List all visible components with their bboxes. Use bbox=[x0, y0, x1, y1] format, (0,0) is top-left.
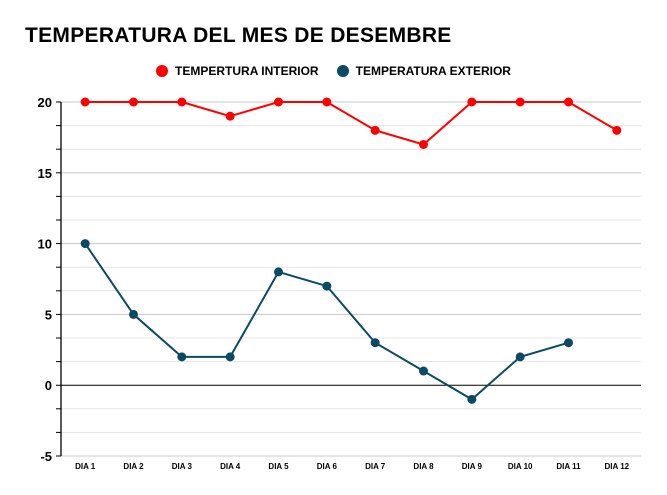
data-point-interior bbox=[129, 97, 138, 107]
y-tick-label: 10 bbox=[38, 237, 52, 252]
x-tick-label: DIA 2 bbox=[123, 462, 144, 471]
data-point-exterior bbox=[370, 338, 380, 348]
legend-marker-exterior bbox=[336, 65, 349, 77]
data-point-interior bbox=[419, 139, 428, 149]
data-point-interior bbox=[564, 97, 573, 107]
data-point-interior bbox=[225, 111, 235, 121]
data-point-interior bbox=[467, 97, 477, 107]
data-point-interior bbox=[515, 97, 525, 107]
x-tick-label: DIA 7 bbox=[365, 462, 386, 471]
legend-item-interior[interactable]: TEMPERTURA INTERIOR bbox=[156, 64, 319, 78]
data-point-exterior bbox=[515, 352, 525, 362]
data-point-interior bbox=[370, 125, 380, 135]
x-tick-label: DIA 11 bbox=[556, 462, 581, 471]
data-point-exterior bbox=[322, 281, 332, 291]
x-tick-label: DIA 1 bbox=[75, 462, 96, 471]
legend-label-exterior: TEMPERATURA EXTERIOR bbox=[355, 64, 511, 78]
x-tick-label: DIA 12 bbox=[605, 462, 630, 471]
x-tick-label: DIA 8 bbox=[413, 462, 434, 471]
series-line-interior bbox=[85, 101, 618, 146]
data-point-exterior bbox=[419, 366, 428, 376]
data-point-exterior bbox=[177, 352, 187, 362]
x-tick-label: DIA 6 bbox=[317, 462, 338, 471]
x-tick-label: DIA 5 bbox=[268, 462, 289, 471]
y-tick-label: -5 bbox=[40, 449, 52, 464]
data-point-exterior bbox=[274, 267, 283, 277]
y-tick-label: 20 bbox=[38, 95, 52, 110]
data-point-exterior bbox=[129, 309, 138, 319]
x-tick-label: DIA 9 bbox=[462, 462, 483, 471]
x-tick-label: DIA 3 bbox=[172, 462, 193, 471]
y-tick-label: 15 bbox=[38, 166, 52, 181]
legend-label-interior: TEMPERTURA INTERIOR bbox=[175, 64, 319, 78]
data-point-interior bbox=[612, 125, 622, 135]
data-point-interior bbox=[177, 97, 187, 107]
data-point-exterior bbox=[467, 394, 477, 404]
x-tick-label: DIA 10 bbox=[508, 462, 533, 471]
data-point-interior bbox=[274, 97, 283, 107]
data-point-interior bbox=[80, 97, 90, 107]
y-tick-label: 5 bbox=[45, 307, 52, 322]
legend-marker-interior bbox=[156, 65, 169, 77]
y-tick-label: 0 bbox=[45, 378, 52, 393]
data-point-interior bbox=[322, 97, 332, 107]
data-point-exterior bbox=[564, 338, 573, 348]
legend: TEMPERTURA INTERIOR TEMPERATURA EXTERIOR bbox=[0, 64, 667, 78]
data-point-exterior bbox=[80, 239, 90, 249]
chart-title: TEMPERATURA DEL MES DE DESEMBRE bbox=[25, 24, 452, 47]
x-tick-label: DIA 4 bbox=[220, 462, 241, 471]
data-point-exterior bbox=[225, 352, 235, 362]
legend-item-exterior[interactable]: TEMPERATURA EXTERIOR bbox=[336, 64, 511, 78]
